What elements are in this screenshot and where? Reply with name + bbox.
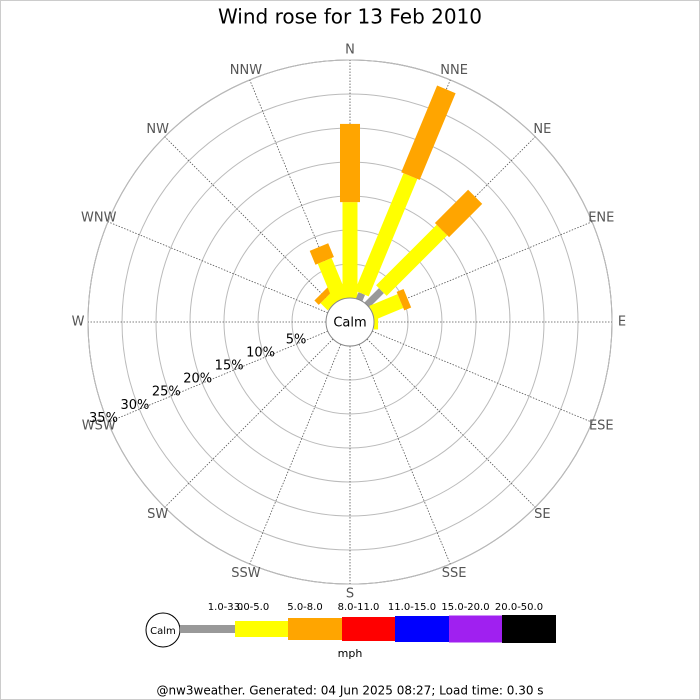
spoke <box>249 344 342 565</box>
legend-label: 1.0-3.0 <box>208 602 243 613</box>
ring-label: 35% <box>89 411 118 426</box>
legend-swatch <box>449 615 502 643</box>
spoke <box>358 344 451 565</box>
bar <box>364 189 483 308</box>
legend-label: 15.0-20.0 <box>441 602 489 613</box>
spoke <box>372 221 593 314</box>
bar-segment <box>401 85 456 180</box>
calm-circle <box>325 297 375 347</box>
unit: mph <box>338 647 363 660</box>
direction-label: SW <box>147 507 168 522</box>
legend-calm-label: Calm <box>150 626 176 637</box>
spoke <box>164 338 334 508</box>
bar-segment <box>340 123 360 203</box>
ring-label: 5% <box>286 333 307 348</box>
direction-label: NNE <box>440 63 468 78</box>
bar-segment <box>314 286 333 305</box>
bar <box>340 123 360 298</box>
bar <box>309 243 348 303</box>
direction-label: NNW <box>230 63 262 78</box>
legend-swatch <box>502 615 556 643</box>
bar-segment <box>364 288 384 308</box>
direction-label: S <box>346 587 354 602</box>
legend-swatch <box>235 621 288 637</box>
legend-label: 3.0-5.0 <box>234 602 269 613</box>
legend-label: 5.0-8.0 <box>287 602 322 613</box>
direction-label: N <box>345 43 355 58</box>
chart-title: Wind rose for 13 Feb 2010 <box>218 5 482 29</box>
bar <box>374 314 379 330</box>
direction-label: WSW <box>82 419 116 434</box>
ring-label: 15% <box>215 359 244 374</box>
bar <box>354 85 456 302</box>
direction-label: SSW <box>231 566 261 581</box>
direction-label: NE <box>533 122 551 137</box>
direction-label: E <box>618 315 626 330</box>
bar-segment <box>354 173 418 297</box>
legend-label: 8.0-11.0 <box>338 602 380 613</box>
direction-label: WNW <box>81 210 117 225</box>
spoke <box>372 330 593 423</box>
ring-label: 20% <box>183 372 212 387</box>
bar-segment <box>396 289 412 311</box>
bar <box>369 289 412 320</box>
bar-segment <box>342 202 358 298</box>
direction-label: ENE <box>588 210 614 225</box>
direction-label: SSE <box>442 566 467 581</box>
direction-label: NW <box>146 122 169 137</box>
bar-segment <box>369 294 404 320</box>
ring-label: 25% <box>152 385 181 400</box>
footer: @nw3weather. Generated: 04 Jun 2025 08:2… <box>156 684 543 698</box>
legend-label: 11.0-15.0 <box>388 602 436 613</box>
direction-label: SE <box>534 507 550 522</box>
calm-label: Calm <box>333 316 366 331</box>
direction-label: W <box>72 315 85 330</box>
bar-segment <box>317 258 348 303</box>
spoke <box>366 338 536 508</box>
legend-label: 20.0-50.0 <box>495 602 543 613</box>
bar-segment <box>309 243 334 265</box>
bar-segment <box>374 314 379 330</box>
legend-swatch <box>342 617 395 641</box>
bar-segment <box>376 224 448 296</box>
spoke <box>164 136 334 306</box>
bar-segment <box>434 189 483 238</box>
spoke <box>107 330 328 423</box>
spoke <box>107 221 328 314</box>
legend-swatch <box>288 618 342 640</box>
direction-label: ESE <box>589 419 614 434</box>
ring-label: 10% <box>246 346 275 361</box>
legend-swatch <box>180 625 235 633</box>
legend-swatch <box>395 616 449 642</box>
ring-label: 30% <box>120 398 149 413</box>
